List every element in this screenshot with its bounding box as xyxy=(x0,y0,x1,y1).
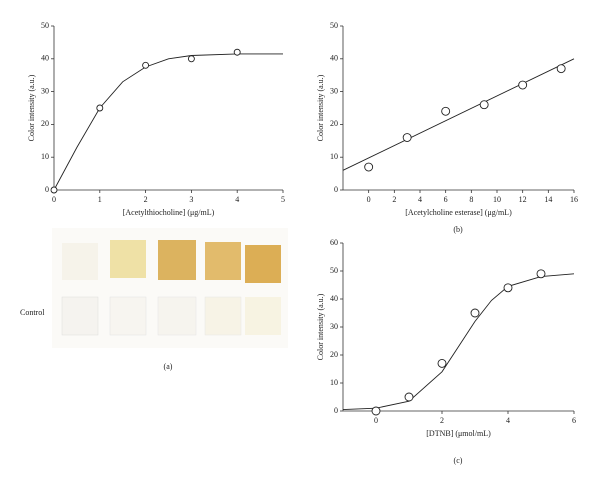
y-axis-label: Color intensity (a.u.) xyxy=(316,74,325,141)
y-tick-label: 20 xyxy=(330,350,338,359)
y-tick-label: 20 xyxy=(41,119,49,128)
data-point xyxy=(50,186,58,194)
x-tick-label: 2 xyxy=(392,195,396,204)
strip-photo xyxy=(52,228,288,348)
data-point xyxy=(437,358,447,368)
row-label: Control xyxy=(20,308,45,317)
x-axis-label: [Acetylcholine esterase] (μg/mL) xyxy=(405,208,512,217)
x-axis-label: [Acetylthiocholine] (μg/mL) xyxy=(123,208,215,217)
x-tick-label: 0 xyxy=(367,195,371,204)
data-point xyxy=(233,48,241,56)
strip xyxy=(245,245,281,283)
x-tick-label: 4 xyxy=(235,195,239,204)
data-point xyxy=(364,162,374,172)
y-tick-label: 10 xyxy=(41,152,49,161)
y-tick-label: 50 xyxy=(330,266,338,275)
data-point xyxy=(142,61,150,69)
data-point xyxy=(187,55,195,63)
strip xyxy=(245,297,281,335)
fit-curve xyxy=(53,53,283,191)
y-tick-label: 30 xyxy=(330,322,338,331)
x-tick-label: 0 xyxy=(52,195,56,204)
x-tick-label: 5 xyxy=(281,195,285,204)
y-tick-label: 30 xyxy=(41,86,49,95)
x-tick-label: 3 xyxy=(189,195,193,204)
y-tick-label: 20 xyxy=(330,119,338,128)
x-tick-label: 2 xyxy=(440,416,444,425)
x-axis-label: [DTNB] (μmol/mL) xyxy=(426,429,491,438)
x-tick-label: 10 xyxy=(493,195,501,204)
y-tick-label: 40 xyxy=(330,294,338,303)
y-tick-label: 50 xyxy=(330,21,338,30)
data-point xyxy=(479,100,489,110)
x-tick-label: 6 xyxy=(444,195,448,204)
y-tick-label: 40 xyxy=(41,54,49,63)
x-tick-label: 4 xyxy=(418,195,422,204)
strip xyxy=(109,296,147,336)
data-point xyxy=(518,80,528,90)
y-tick-label: 10 xyxy=(330,378,338,387)
data-point xyxy=(441,106,451,116)
data-point xyxy=(556,64,566,74)
data-point xyxy=(404,392,414,402)
data-point xyxy=(402,133,412,142)
panel-label: (a) xyxy=(164,362,173,371)
strip xyxy=(62,243,98,280)
strip xyxy=(61,296,99,336)
panel-label: (c) xyxy=(454,456,463,465)
y-tick-label: 30 xyxy=(330,86,338,95)
fit-curve xyxy=(342,58,575,171)
x-tick-label: 1 xyxy=(98,195,102,204)
x-tick-label: 2 xyxy=(144,195,148,204)
y-axis-label: Color intensity (a.u.) xyxy=(316,293,325,360)
data-point xyxy=(503,283,513,293)
data-point xyxy=(536,269,546,279)
strip xyxy=(205,242,241,280)
panel-label: (b) xyxy=(453,225,463,234)
fit-curve xyxy=(342,273,575,411)
y-tick-label: 40 xyxy=(330,54,338,63)
y-tick-label: 0 xyxy=(45,185,49,194)
data-point xyxy=(96,104,104,112)
data-point xyxy=(470,308,480,318)
strip xyxy=(158,240,196,280)
y-tick-label: 60 xyxy=(330,238,338,247)
strip xyxy=(157,296,197,336)
y-tick-label: 0 xyxy=(334,185,338,194)
y-tick-label: 50 xyxy=(41,21,49,30)
x-tick-label: 0 xyxy=(374,416,378,425)
y-axis-label: Color intensity (a.u.) xyxy=(27,74,36,141)
x-tick-label: 8 xyxy=(469,195,473,204)
x-tick-label: 12 xyxy=(519,195,527,204)
y-tick-label: 0 xyxy=(334,406,338,415)
strip xyxy=(204,296,242,336)
data-point xyxy=(371,406,381,416)
x-tick-label: 6 xyxy=(572,416,576,425)
x-tick-label: 16 xyxy=(570,195,578,204)
strip xyxy=(110,240,146,278)
y-tick-label: 10 xyxy=(330,152,338,161)
x-tick-label: 14 xyxy=(544,195,552,204)
x-tick-label: 4 xyxy=(506,416,510,425)
